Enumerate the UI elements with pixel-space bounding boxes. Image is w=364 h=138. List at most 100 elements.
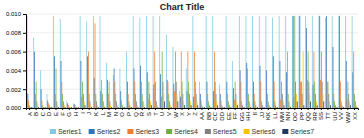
grid-line [26,32,358,33]
tick-label: Q [133,112,139,117]
tick-mark [49,108,50,110]
bar [265,16,267,108]
tick: D [46,108,52,116]
bar [71,107,73,108]
tick-mark [321,108,322,110]
tick-label: O [119,112,125,117]
bar [175,82,177,108]
legend-swatch [244,129,250,134]
bar [209,107,211,108]
bar [166,80,168,108]
tick-mark [308,108,309,110]
tick: L [100,108,106,115]
bar [285,16,287,108]
bar [340,82,342,108]
tick: MM [279,108,285,122]
legend-label: Series6 [252,128,276,135]
bar [177,101,179,108]
tick-label: M [106,112,112,117]
bar [252,16,254,108]
bar [187,52,189,108]
tick-mark [128,108,129,110]
legend-item: Series7 [282,128,314,135]
tick-label: D [46,111,52,116]
bar [183,101,185,108]
bar [266,70,268,108]
bar [215,94,217,108]
tick-label: F [60,112,66,116]
bar [179,91,181,108]
bar [42,105,44,108]
bar [134,82,136,108]
title: Chart Title [160,2,204,12]
bar [129,105,131,108]
bar [263,107,265,108]
bar [150,101,152,108]
tick-label: LL [272,111,278,118]
bar [152,16,154,108]
bar [29,107,31,108]
bar [245,16,247,108]
legend-item: Series2 [89,128,121,135]
bar [47,100,49,108]
bar [268,105,270,108]
bar [313,52,315,108]
tick-mark [261,108,262,110]
series [27,16,353,108]
bar [199,94,201,108]
bar [82,82,84,108]
bar [97,107,99,108]
bar [89,101,91,108]
tick-label: 0.006 [6,49,22,55]
tick-label: EE [226,112,232,120]
tick-label: DD [219,111,225,120]
legend-swatch [50,129,56,134]
bar [67,103,69,108]
bar [104,107,106,108]
tick: 0.004 [6,68,26,74]
legend-swatch [127,129,133,134]
bar [288,101,290,108]
tick-mark [354,108,355,110]
tick-label: RR [312,111,318,120]
bar [254,101,256,108]
bar [272,56,274,108]
tick-label: TT [325,112,331,120]
tick: PP [299,108,305,120]
tick: F [60,108,66,116]
bar [219,94,221,108]
bar [295,82,297,108]
bar [316,105,318,108]
bar [80,61,82,108]
tick: VV [338,108,344,120]
bar [321,82,323,108]
bar [128,101,130,108]
bar [306,28,308,108]
tick-mark [42,108,43,110]
tick-label: Z [192,112,198,116]
tick-label: W [173,112,179,118]
tick-mark [115,108,116,110]
bar [194,82,196,108]
tick-label: A [27,112,33,116]
tick-mark [288,108,289,110]
bar [274,101,276,108]
tick: GG [239,108,245,121]
tick-mark [208,108,209,110]
y-axis: 0.0000.0020.0040.0060.0080.010 [6,11,27,111]
bar [333,94,335,108]
bar [144,107,146,108]
bar [64,107,66,108]
bar [348,94,350,108]
tick: I [80,108,86,114]
tick-mark [23,33,26,34]
bar [74,105,76,108]
bar [136,105,138,108]
bar [50,107,52,108]
bar [96,101,98,108]
tick-mark [29,108,30,110]
bar [278,16,280,108]
tick-label: Y [186,112,192,116]
bar [195,94,197,108]
tick-label: X [179,112,185,116]
